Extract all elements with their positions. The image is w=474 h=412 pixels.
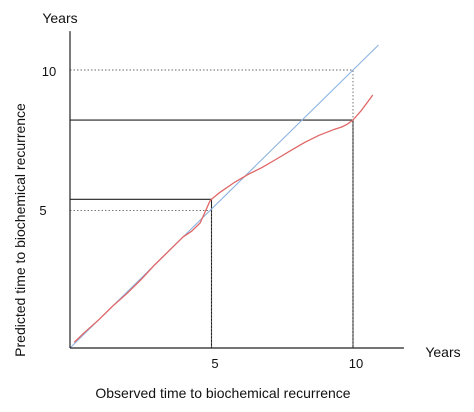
y-axis-title: Predicted time to biochemical recurrence xyxy=(12,103,28,357)
x-tick-label: 10 xyxy=(349,356,363,371)
series-layer xyxy=(69,44,379,349)
x-tick-label: 5 xyxy=(211,356,218,371)
identity-line xyxy=(69,44,379,349)
y-unit-label: Years xyxy=(42,10,77,26)
reference-line-dotted xyxy=(70,209,212,348)
y-tick-label: 10 xyxy=(42,64,56,79)
prediction-curve xyxy=(73,94,374,343)
x-axis-title: Observed time to biochemical recurrence xyxy=(95,385,350,401)
y-tick-label: 5 xyxy=(39,203,46,218)
x-unit-label: Years xyxy=(425,344,460,360)
